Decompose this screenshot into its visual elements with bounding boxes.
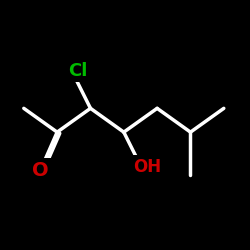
Text: O: O [32,161,49,180]
Text: Cl: Cl [68,62,87,80]
Text: OH: OH [134,158,162,176]
